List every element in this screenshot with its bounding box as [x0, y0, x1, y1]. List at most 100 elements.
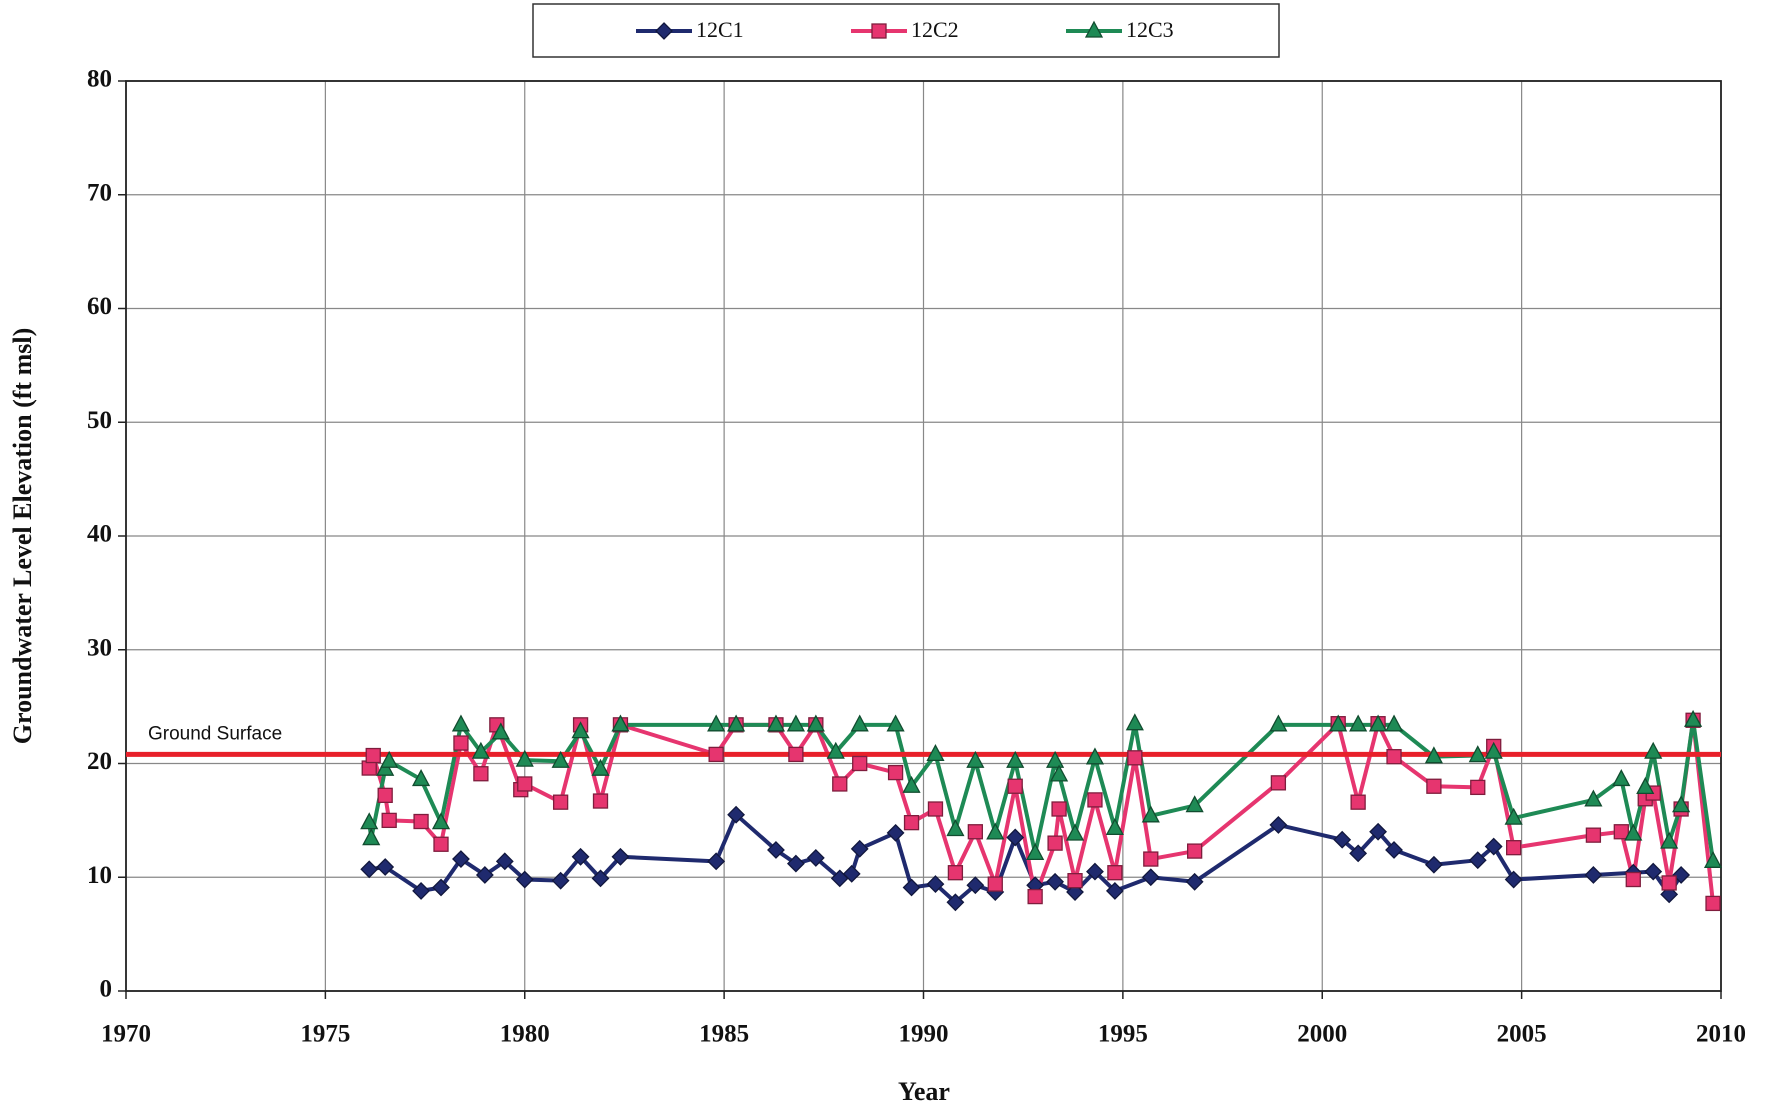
- marker: [1333, 830, 1352, 849]
- marker: [806, 714, 825, 732]
- legend-item: 12C2: [851, 17, 959, 42]
- marker: [946, 893, 965, 912]
- marker: [571, 847, 590, 866]
- marker: [727, 714, 746, 732]
- marker: [1047, 835, 1063, 851]
- marker: [1504, 807, 1523, 825]
- marker: [852, 755, 868, 772]
- marker: [947, 865, 964, 881]
- marker: [515, 870, 534, 889]
- y-tick-label: 30: [87, 634, 112, 661]
- marker: [1086, 862, 1104, 881]
- y-tick-label: 60: [87, 293, 112, 320]
- marker: [495, 852, 514, 871]
- marker: [475, 866, 494, 884]
- marker: [1468, 851, 1487, 870]
- marker: [360, 812, 379, 830]
- marker: [871, 23, 887, 39]
- marker: [1143, 851, 1159, 867]
- marker: [1661, 875, 1677, 891]
- marker: [432, 878, 450, 897]
- marker: [1385, 841, 1403, 859]
- marker: [1369, 822, 1387, 841]
- marker: [1270, 775, 1287, 791]
- marker: [887, 764, 904, 781]
- marker: [591, 869, 610, 888]
- marker: [412, 881, 430, 900]
- marker: [886, 714, 905, 732]
- marker: [611, 847, 630, 866]
- marker: [1660, 831, 1679, 849]
- marker: [1051, 801, 1067, 817]
- marker: [966, 750, 985, 768]
- x-tick-label: 1995: [1098, 1021, 1148, 1048]
- marker: [611, 714, 630, 732]
- marker: [1006, 750, 1025, 768]
- marker: [902, 775, 921, 793]
- marker: [491, 722, 510, 740]
- marker: [1185, 795, 1204, 813]
- marker: [1067, 873, 1083, 889]
- marker: [1424, 855, 1443, 874]
- marker: [592, 793, 609, 809]
- marker: [886, 823, 905, 842]
- reference-label: Ground Surface: [148, 723, 282, 744]
- marker: [786, 854, 805, 873]
- marker: [1484, 837, 1503, 856]
- marker: [471, 741, 490, 759]
- marker: [806, 848, 825, 867]
- marker: [376, 858, 395, 876]
- x-tick-label: 1975: [300, 1021, 350, 1048]
- marker: [1127, 750, 1143, 766]
- legend-item: 12C1: [636, 17, 744, 42]
- marker: [1105, 881, 1124, 900]
- marker: [1484, 741, 1503, 759]
- marker: [1065, 823, 1085, 841]
- marker: [1368, 714, 1388, 732]
- legend-item: 12C3: [1066, 17, 1174, 42]
- marker: [1046, 750, 1065, 768]
- x-tick-label: 1985: [699, 1021, 749, 1048]
- marker: [380, 750, 399, 768]
- marker: [515, 749, 534, 767]
- marker: [552, 794, 569, 810]
- marker: [1269, 714, 1288, 732]
- y-tick-label: 70: [87, 179, 112, 206]
- marker: [1624, 823, 1643, 841]
- marker: [1269, 816, 1288, 834]
- marker: [1506, 840, 1522, 856]
- marker: [842, 864, 861, 883]
- marker: [377, 787, 393, 803]
- legend-label: 12C3: [1126, 17, 1174, 42]
- marker: [1350, 794, 1366, 810]
- marker: [708, 746, 724, 763]
- x-tick-label: 1970: [101, 1021, 151, 1048]
- marker: [433, 836, 449, 852]
- marker: [850, 839, 869, 858]
- marker: [902, 878, 921, 897]
- marker: [473, 766, 489, 782]
- marker: [786, 714, 805, 732]
- marker: [1084, 20, 1104, 38]
- marker: [788, 746, 804, 763]
- marker: [1672, 866, 1691, 884]
- marker: [1027, 888, 1043, 905]
- marker: [1085, 747, 1105, 765]
- marker: [1026, 842, 1045, 861]
- marker: [413, 813, 429, 830]
- x-axis-title: Year: [898, 1077, 950, 1106]
- marker: [1644, 741, 1663, 759]
- marker: [966, 876, 985, 895]
- marker: [1584, 866, 1603, 884]
- marker: [766, 714, 786, 732]
- y-tick-label: 20: [87, 748, 112, 775]
- marker: [1585, 827, 1602, 843]
- marker: [1185, 872, 1204, 891]
- y-tick-label: 80: [87, 66, 112, 93]
- marker: [1384, 714, 1404, 732]
- marker: [365, 747, 381, 764]
- marker: [1613, 824, 1629, 840]
- marker: [1424, 746, 1443, 764]
- marker: [826, 741, 845, 759]
